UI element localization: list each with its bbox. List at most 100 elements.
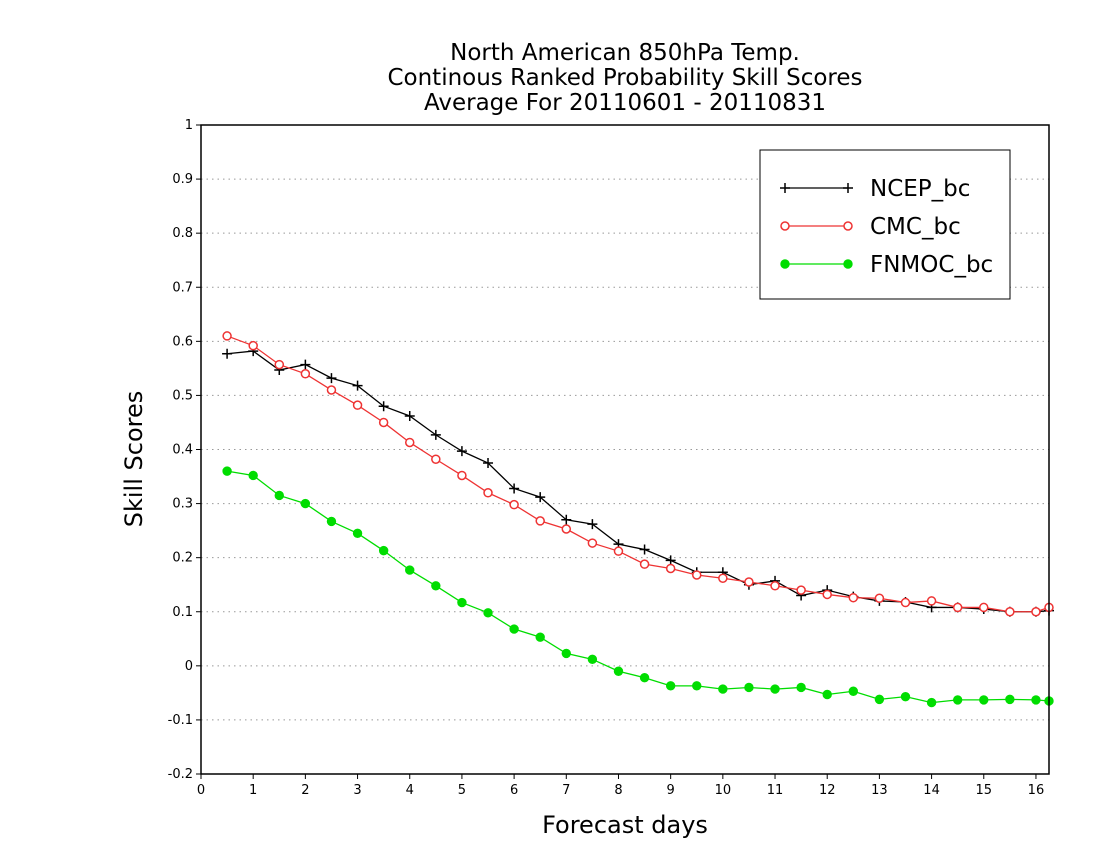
y-tick-label: 0 (185, 659, 193, 674)
legend-marker-ncep-bc (780, 183, 790, 193)
gridlines (201, 178, 1049, 721)
data-point-cmc-bc (822, 589, 832, 600)
chart-title: North American 850hPa Temp. Continous Ra… (387, 40, 862, 116)
data-point-cmc-bc (848, 592, 859, 603)
legend-item-ncep-bc: NCEP_bc (780, 176, 970, 202)
y-tick-label: -0.1 (168, 713, 193, 728)
data-point-cmc-bc (639, 559, 650, 569)
data-point-ncep-bc (300, 359, 311, 370)
legend-box (759, 149, 1011, 300)
legend-marker-cmc-bc (843, 221, 853, 231)
legend-marker-ncep-bc (843, 183, 853, 193)
y-tick-label: 0.3 (172, 497, 193, 512)
data-point-ncep-bc (561, 514, 572, 525)
data-point-fnmoc-bc (874, 694, 885, 705)
x-tick-label: 16 (1028, 783, 1045, 798)
data-point-cmc-bc (352, 400, 363, 410)
x-tick-label: 12 (819, 783, 836, 798)
series-line-ncep-bc (227, 350, 1050, 613)
y-tick-label: 0.6 (172, 334, 193, 349)
data-point-fnmoc-bc (587, 654, 598, 665)
data-point-ncep-bc (509, 483, 520, 494)
data-point-cmc-bc (1005, 607, 1015, 617)
data-point-ncep-bc (456, 446, 467, 457)
data-point-fnmoc-bc (900, 691, 911, 702)
data-point-cmc-bc (300, 369, 311, 379)
series-fnmoc-bc (222, 466, 1054, 708)
data-point-fnmoc-bc (822, 689, 832, 700)
y-tick-label: 0.8 (172, 226, 193, 241)
x-tick-label: 4 (406, 783, 414, 798)
data-point-fnmoc-bc (692, 681, 702, 691)
data-point-cmc-bc (796, 585, 806, 595)
data-point-ncep-bc (352, 380, 363, 391)
title-line-2: Continous Ranked Probability Skill Score… (387, 65, 862, 91)
data-point-fnmoc-bc (300, 498, 311, 509)
x-tick-label: 5 (458, 783, 466, 798)
y-tick-label: 0.1 (172, 605, 193, 620)
data-point-ncep-bc (430, 429, 441, 440)
data-point-cmc-bc (326, 385, 337, 395)
x-tick-label: 3 (353, 783, 361, 798)
data-point-fnmoc-bc (1031, 695, 1041, 705)
data-point-fnmoc-bc (718, 684, 728, 694)
legend-item-fnmoc-bc: FNMOC_bc (780, 252, 993, 278)
data-point-cmc-bc (926, 596, 937, 606)
x-tick-label: 10 (715, 783, 732, 798)
data-point-fnmoc-bc (770, 684, 780, 694)
data-point-fnmoc-bc (326, 516, 337, 527)
data-point-cmc-bc (1031, 607, 1041, 617)
data-point-fnmoc-bc (274, 490, 284, 501)
title-line-3: Average For 20110601 - 20110831 (424, 90, 826, 116)
data-point-cmc-bc (404, 437, 415, 448)
x-tick-label: 7 (562, 783, 570, 798)
y-tick-label: 0.7 (172, 280, 193, 295)
series-layer (222, 331, 1054, 708)
data-point-cmc-bc (900, 597, 911, 608)
x-tick-label: 2 (301, 783, 309, 798)
legend-label-ncep-bc: NCEP_bc (870, 176, 970, 202)
x-axis-title: Forecast days (542, 811, 708, 839)
y-tick-label: 0.2 (172, 551, 193, 566)
data-point-fnmoc-bc (926, 697, 937, 708)
data-point-cmc-bc (979, 602, 989, 613)
y-tick-label: 0.4 (172, 443, 193, 458)
x-tick-label: 11 (767, 783, 784, 798)
data-point-fnmoc-bc (796, 682, 806, 693)
series-ncep-bc (222, 346, 1054, 617)
data-point-cmc-bc (561, 524, 572, 534)
x-tick-label: 15 (975, 783, 992, 798)
data-point-fnmoc-bc (561, 648, 571, 659)
x-tick-label: 1 (249, 783, 257, 798)
data-point-fnmoc-bc (405, 565, 415, 575)
data-point-ncep-bc (639, 544, 650, 555)
data-point-fnmoc-bc (665, 681, 676, 691)
data-point-fnmoc-bc (248, 470, 258, 481)
x-tick-label: 8 (614, 783, 622, 798)
data-point-fnmoc-bc (613, 666, 624, 676)
y-tick-label: 1 (185, 118, 193, 133)
x-tick-label: 6 (510, 783, 518, 798)
data-point-cmc-bc (587, 538, 598, 548)
data-point-ncep-bc (378, 401, 389, 412)
data-point-ncep-bc (404, 410, 415, 421)
data-point-ncep-bc (483, 458, 494, 469)
data-point-cmc-bc (874, 593, 885, 603)
y-axis-title: Skill Scores (120, 391, 148, 528)
series-cmc-bc (222, 331, 1054, 617)
legend: NCEP_bc CMC_bc FNMOC_bc (759, 149, 1011, 300)
data-point-fnmoc-bc (1005, 694, 1015, 705)
data-point-fnmoc-bc (378, 545, 389, 556)
data-point-ncep-bc (587, 519, 598, 530)
data-point-ncep-bc (535, 492, 546, 503)
data-point-fnmoc-bc (744, 682, 754, 693)
x-tick-label: 9 (667, 783, 675, 798)
data-point-ncep-bc (222, 348, 233, 359)
data-point-fnmoc-bc (979, 695, 989, 705)
data-point-cmc-bc (457, 470, 467, 481)
data-point-fnmoc-bc (222, 466, 232, 476)
data-point-fnmoc-bc (639, 673, 650, 683)
data-point-ncep-bc (665, 555, 676, 566)
data-point-ncep-bc (326, 373, 337, 384)
